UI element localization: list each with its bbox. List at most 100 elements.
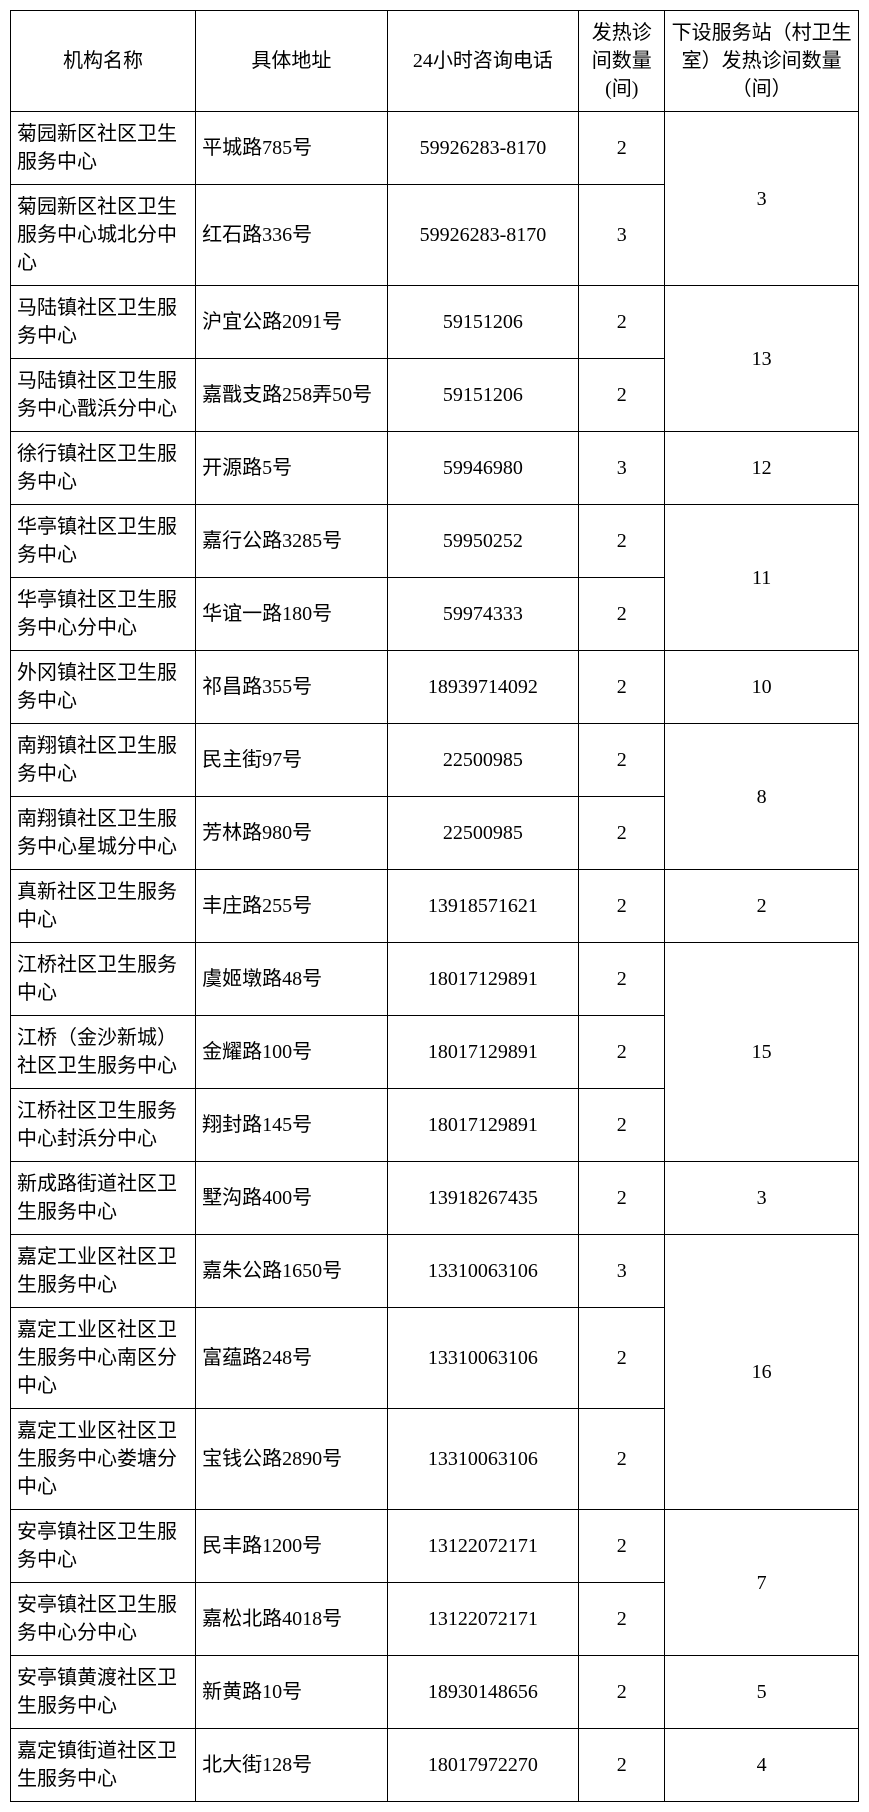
cell-stations: 16 <box>665 1235 859 1510</box>
cell-name: 嘉定工业区社区卫生服务中心娄塘分中心 <box>11 1409 196 1510</box>
cell-address: 民丰路1200号 <box>196 1510 388 1583</box>
table-row: 徐行镇社区卫生服务中心开源路5号59946980312 <box>11 432 859 505</box>
cell-phone: 22500985 <box>387 797 579 870</box>
cell-stations: 7 <box>665 1510 859 1656</box>
cell-address: 翔封路145号 <box>196 1089 388 1162</box>
cell-address: 红石路336号 <box>196 185 388 286</box>
cell-stations: 3 <box>665 112 859 286</box>
facilities-table: 机构名称 具体地址 24小时咨询电话 发热诊间数量(间) 下设服务站（村卫生室）… <box>10 10 859 1802</box>
cell-stations: 15 <box>665 943 859 1162</box>
cell-rooms: 2 <box>579 578 665 651</box>
table-body: 菊园新区社区卫生服务中心平城路785号59926283-817023菊园新区社区… <box>11 112 859 1802</box>
cell-stations: 2 <box>665 870 859 943</box>
cell-phone: 18017129891 <box>387 943 579 1016</box>
cell-name: 马陆镇社区卫生服务中心戬浜分中心 <box>11 359 196 432</box>
cell-name: 嘉定工业区社区卫生服务中心 <box>11 1235 196 1308</box>
cell-name: 安亭镇社区卫生服务中心 <box>11 1510 196 1583</box>
cell-phone: 59151206 <box>387 286 579 359</box>
cell-rooms: 2 <box>579 1656 665 1729</box>
cell-phone: 13310063106 <box>387 1235 579 1308</box>
cell-name: 江桥（金沙新城）社区卫生服务中心 <box>11 1016 196 1089</box>
table-row: 安亭镇黄渡社区卫生服务中心新黄路10号1893014865625 <box>11 1656 859 1729</box>
cell-name: 华亭镇社区卫生服务中心 <box>11 505 196 578</box>
cell-name: 南翔镇社区卫生服务中心星城分中心 <box>11 797 196 870</box>
cell-rooms: 3 <box>579 1235 665 1308</box>
cell-rooms: 2 <box>579 112 665 185</box>
cell-name: 南翔镇社区卫生服务中心 <box>11 724 196 797</box>
cell-stations: 13 <box>665 286 859 432</box>
cell-address: 华谊一路180号 <box>196 578 388 651</box>
cell-name: 菊园新区社区卫生服务中心 <box>11 112 196 185</box>
cell-address: 嘉戬支路258弄50号 <box>196 359 388 432</box>
cell-rooms: 2 <box>579 870 665 943</box>
cell-stations: 5 <box>665 1656 859 1729</box>
cell-name: 华亭镇社区卫生服务中心分中心 <box>11 578 196 651</box>
cell-name: 马陆镇社区卫生服务中心 <box>11 286 196 359</box>
cell-address: 民主街97号 <box>196 724 388 797</box>
cell-address: 北大街128号 <box>196 1729 388 1802</box>
cell-address: 金耀路100号 <box>196 1016 388 1089</box>
cell-rooms: 2 <box>579 1162 665 1235</box>
table-row: 江桥社区卫生服务中心虞姬墩路48号18017129891215 <box>11 943 859 1016</box>
cell-name: 嘉定镇街道社区卫生服务中心 <box>11 1729 196 1802</box>
cell-rooms: 2 <box>579 359 665 432</box>
cell-phone: 18017129891 <box>387 1089 579 1162</box>
cell-phone: 13122072171 <box>387 1510 579 1583</box>
cell-phone: 59950252 <box>387 505 579 578</box>
cell-rooms: 3 <box>579 432 665 505</box>
cell-phone: 22500985 <box>387 724 579 797</box>
cell-rooms: 2 <box>579 724 665 797</box>
cell-rooms: 2 <box>579 286 665 359</box>
cell-address: 平城路785号 <box>196 112 388 185</box>
cell-stations: 8 <box>665 724 859 870</box>
cell-name: 江桥社区卫生服务中心封浜分中心 <box>11 1089 196 1162</box>
header-phone: 24小时咨询电话 <box>387 11 579 112</box>
cell-phone: 18930148656 <box>387 1656 579 1729</box>
table-row: 嘉定镇街道社区卫生服务中心北大街128号1801797227024 <box>11 1729 859 1802</box>
cell-rooms: 3 <box>579 185 665 286</box>
cell-stations: 10 <box>665 651 859 724</box>
cell-address: 芳林路980号 <box>196 797 388 870</box>
table-row: 新成路街道社区卫生服务中心墅沟路400号1391826743523 <box>11 1162 859 1235</box>
cell-address: 祁昌路355号 <box>196 651 388 724</box>
cell-phone: 59974333 <box>387 578 579 651</box>
cell-rooms: 2 <box>579 1729 665 1802</box>
cell-rooms: 2 <box>579 1308 665 1409</box>
header-rooms: 发热诊间数量(间) <box>579 11 665 112</box>
cell-phone: 59926283-8170 <box>387 112 579 185</box>
table-row: 外冈镇社区卫生服务中心祁昌路355号18939714092210 <box>11 651 859 724</box>
cell-name: 安亭镇黄渡社区卫生服务中心 <box>11 1656 196 1729</box>
cell-phone: 59926283-8170 <box>387 185 579 286</box>
cell-name: 江桥社区卫生服务中心 <box>11 943 196 1016</box>
cell-stations: 4 <box>665 1729 859 1802</box>
cell-stations: 3 <box>665 1162 859 1235</box>
cell-rooms: 2 <box>579 1510 665 1583</box>
cell-rooms: 2 <box>579 651 665 724</box>
cell-rooms: 2 <box>579 943 665 1016</box>
cell-name: 安亭镇社区卫生服务中心分中心 <box>11 1583 196 1656</box>
cell-stations: 11 <box>665 505 859 651</box>
cell-address: 新黄路10号 <box>196 1656 388 1729</box>
cell-phone: 13122072171 <box>387 1583 579 1656</box>
cell-name: 菊园新区社区卫生服务中心城北分中心 <box>11 185 196 286</box>
cell-phone: 13310063106 <box>387 1409 579 1510</box>
cell-rooms: 2 <box>579 1409 665 1510</box>
header-name: 机构名称 <box>11 11 196 112</box>
cell-address: 富蕴路248号 <box>196 1308 388 1409</box>
cell-address: 宝钱公路2890号 <box>196 1409 388 1510</box>
table-row: 华亭镇社区卫生服务中心嘉行公路3285号59950252211 <box>11 505 859 578</box>
cell-phone: 18017972270 <box>387 1729 579 1802</box>
table-row: 马陆镇社区卫生服务中心沪宜公路2091号59151206213 <box>11 286 859 359</box>
table-row: 南翔镇社区卫生服务中心民主街97号2250098528 <box>11 724 859 797</box>
cell-phone: 13918267435 <box>387 1162 579 1235</box>
cell-name: 新成路街道社区卫生服务中心 <box>11 1162 196 1235</box>
cell-phone: 13918571621 <box>387 870 579 943</box>
cell-phone: 18017129891 <box>387 1016 579 1089</box>
cell-address: 丰庄路255号 <box>196 870 388 943</box>
cell-phone: 59946980 <box>387 432 579 505</box>
table-row: 嘉定工业区社区卫生服务中心嘉朱公路1650号13310063106316 <box>11 1235 859 1308</box>
header-stations: 下设服务站（村卫生室）发热诊间数量（间） <box>665 11 859 112</box>
cell-name: 外冈镇社区卫生服务中心 <box>11 651 196 724</box>
table-row: 真新社区卫生服务中心丰庄路255号1391857162122 <box>11 870 859 943</box>
cell-stations: 12 <box>665 432 859 505</box>
